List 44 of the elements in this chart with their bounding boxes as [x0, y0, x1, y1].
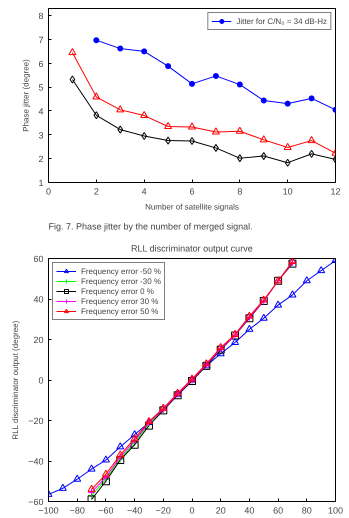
y-axis-title: RLL discriminator output (degree)	[11, 320, 20, 440]
chart-title: RLL discriminator output curve	[130, 244, 253, 254]
legend-label: Frequency error 50 %	[81, 306, 158, 316]
legend-label: Frequency error -30 %	[81, 276, 162, 286]
legend-label: Frequency error -50 %	[81, 266, 162, 276]
x-tick-label: 0	[189, 506, 195, 516]
y-tick-label: 7	[38, 34, 44, 45]
y-tick-label: 5	[38, 82, 44, 93]
x-tick-label: 2	[94, 186, 99, 196]
y-tick-label: −20	[28, 416, 44, 426]
x-tick-label: 100	[328, 506, 344, 516]
y-tick-label: 1	[38, 178, 44, 188]
x-tick-label: −40	[126, 506, 142, 516]
y-tick-label: 2	[38, 154, 44, 164]
y-tick-label: −40	[28, 456, 44, 466]
x-tick-label: 6	[189, 186, 195, 196]
y-tick-label: 0	[38, 376, 44, 386]
x-tick-label: 10	[282, 186, 293, 196]
x-tick-label: 12	[330, 186, 341, 196]
y-tick-label: 60	[33, 254, 44, 264]
legend-label: Frequency error 30 %	[81, 296, 158, 306]
x-tick-label: 40	[244, 506, 254, 516]
legend-label: Frequency error 0 %	[81, 286, 154, 296]
y-tick-label: 4	[38, 106, 44, 116]
y-tick-label: 6	[38, 58, 44, 69]
x-tick-label: 8	[237, 186, 242, 196]
x-tick-label: −80	[70, 506, 85, 516]
x-tick-label: 4	[142, 186, 147, 196]
y-tick-label: −60	[28, 497, 44, 507]
x-tick-label: 20	[216, 506, 226, 516]
x-tick-label: 60	[273, 506, 284, 516]
x-tick-label: 80	[302, 506, 312, 516]
x-tick-label: −60	[98, 506, 114, 516]
caption: Fig. 7. Phase jitter by the number of merged signal.	[48, 222, 253, 232]
x-axis-title: Number of satellite signals	[145, 202, 239, 212]
y-tick-label: 8	[38, 11, 44, 22]
y-tick-label: 40	[33, 294, 44, 304]
y-axis-title: Phase jitter (degree)	[21, 58, 30, 132]
y-tick-label: 3	[38, 130, 44, 140]
y-tick-label: 20	[33, 335, 44, 345]
x-tick-label: 0	[46, 186, 52, 196]
x-tick-label: −20	[156, 506, 171, 516]
legend-label: Jitter for C/N₀ = 34 dB-Hz	[236, 16, 327, 26]
x-tick-label: −100	[38, 506, 59, 516]
